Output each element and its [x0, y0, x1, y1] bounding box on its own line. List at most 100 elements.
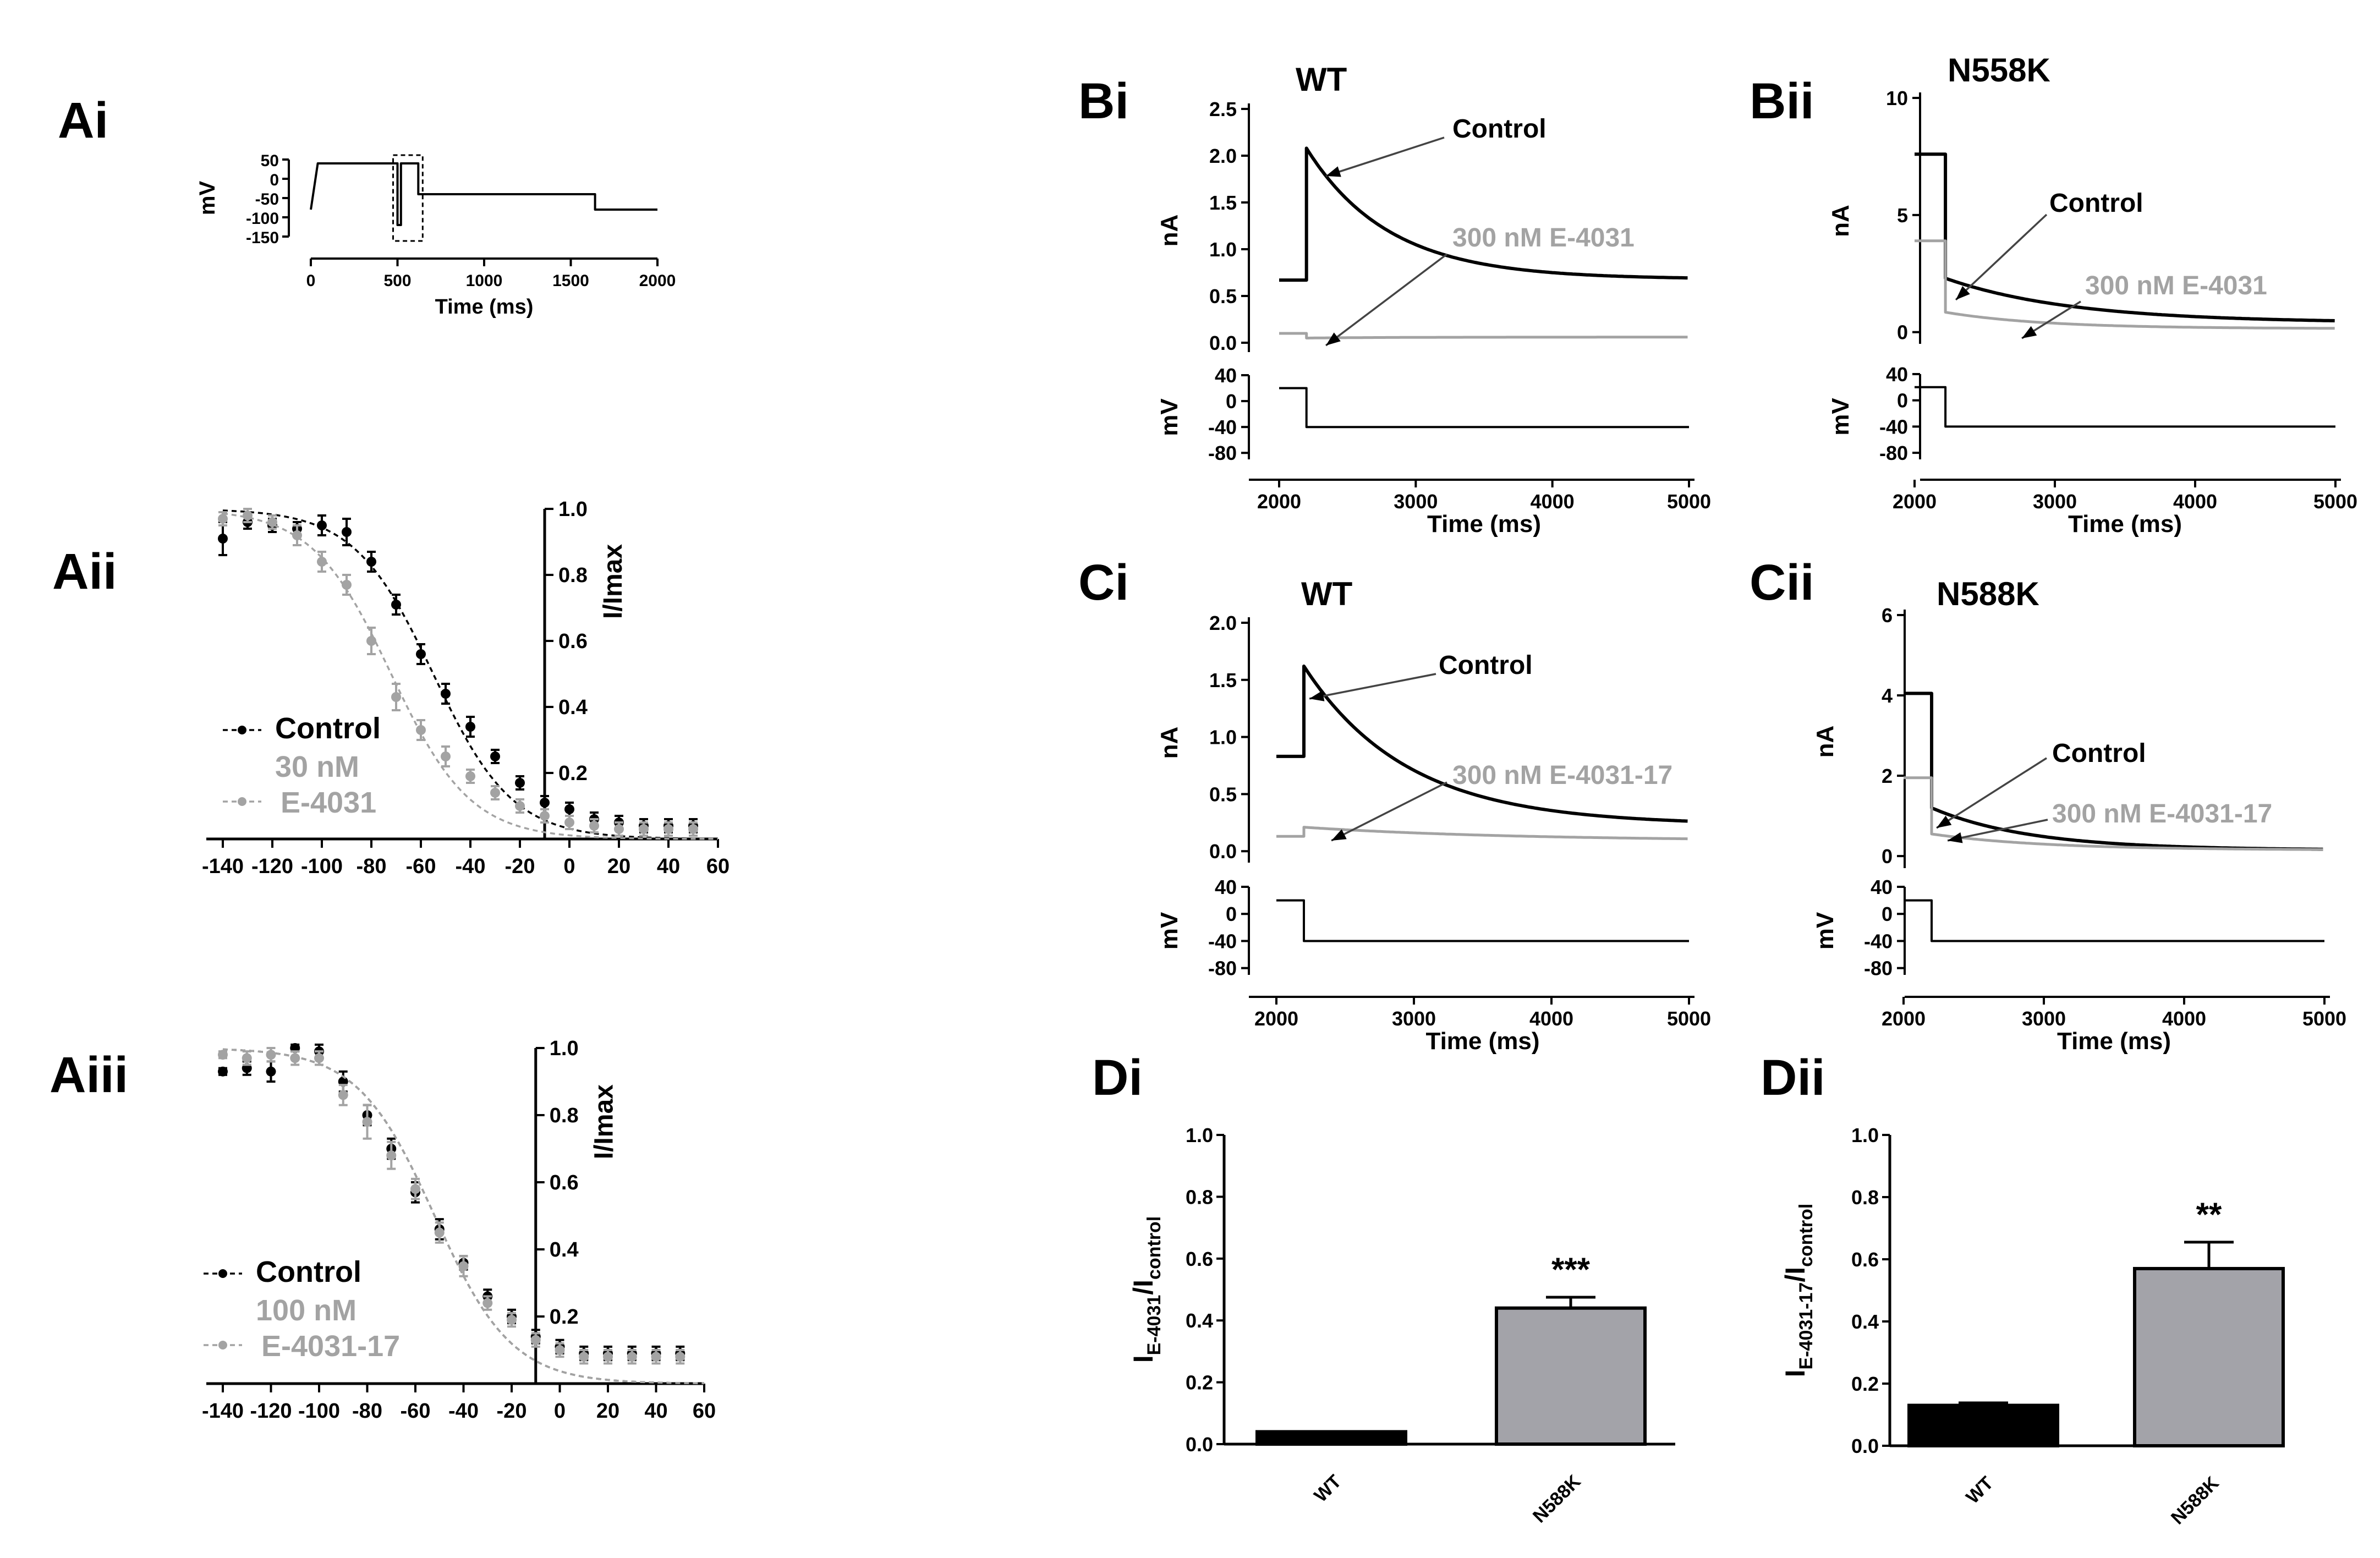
legend-label-drug-1: 100 nM [256, 1294, 357, 1327]
panel-label-aiii: Aiii [50, 1047, 128, 1103]
annotation-control: Control [1439, 651, 1533, 680]
significance-marker: *** [1551, 1251, 1591, 1288]
current-y-tick-label: 0.0 [1209, 332, 1237, 354]
y-tick-label: -50 [255, 190, 279, 209]
x-tick-label: 20 [607, 855, 630, 878]
arrowhead-control [1937, 815, 1952, 828]
x-tick-label: 60 [693, 1400, 716, 1423]
x-tick-label: 0 [554, 1400, 566, 1423]
panel-label-aii: Aii [52, 544, 117, 600]
chart-title: N588K [1937, 575, 2039, 612]
y-tick-label: 0.6 [558, 630, 588, 653]
y-axis-label-part: /I [1780, 1267, 1811, 1282]
arrow-control [1936, 757, 2047, 829]
trace-drug [1276, 826, 1688, 841]
data-point [266, 1050, 276, 1060]
y-tick-label: 1.0 [1186, 1124, 1213, 1146]
x-tick-label: 3000 [2033, 490, 2077, 513]
data-point [540, 798, 550, 808]
data-point [490, 751, 500, 761]
data-point [530, 1335, 541, 1345]
legend: Control 100 nME-4031-17 [204, 1255, 400, 1363]
chart-title: WT [1301, 575, 1352, 612]
x-tick-label: 500 [383, 272, 411, 290]
arrow-drug [1325, 253, 1448, 347]
annotation-control: Control [1452, 114, 1547, 144]
current-y-tick-label: 0.5 [1209, 285, 1237, 308]
data-point [465, 722, 475, 732]
data-point [410, 1184, 420, 1194]
current-y-tick-label: 0 [1882, 845, 1893, 868]
data-point [490, 788, 500, 798]
y-tick-label: 0.4 [1851, 1310, 1879, 1333]
bar-wt [1907, 1403, 2059, 1448]
current-y-tick-label: 4 [1882, 684, 1893, 707]
arrowhead-control [1956, 286, 1970, 300]
arrow-control [1309, 673, 1436, 700]
y-axis-label-subscript: E-4031 [1144, 1295, 1165, 1356]
trace-drug [1279, 332, 1688, 339]
current-y-tick-label: 0 [1897, 321, 1908, 344]
voltage-y-tick-label: -80 [1208, 957, 1237, 980]
y-tick-label: 0.2 [558, 762, 588, 785]
y-tick-label: 0.0 [1851, 1435, 1879, 1457]
y-tick-label: 0 [270, 171, 279, 189]
data-point [366, 557, 376, 567]
y-axis-label-subscript: control [1796, 1204, 1817, 1267]
x-axis-label: Time (ms) [2057, 1028, 2171, 1055]
current-y-tick-label: 2.5 [1209, 98, 1237, 120]
data-point [342, 580, 352, 590]
current-y-tick-label: 6 [1882, 604, 1893, 627]
data-point [651, 1352, 661, 1362]
current-y-tick-label: 1.5 [1209, 669, 1237, 692]
annotation-drug: 300 nM E-4031 [1452, 223, 1635, 253]
x-tick-label: -20 [505, 855, 535, 878]
arrowhead-control [1309, 690, 1325, 701]
arrowhead-control [1326, 166, 1341, 177]
y-tick-label: 50 [261, 152, 279, 170]
current-y-tick-label: 2.0 [1209, 145, 1237, 167]
x-tick-label: 5000 [1667, 490, 1711, 513]
x-tick-label: -120 [251, 855, 293, 878]
voltage-y-tick-label: 40 [1871, 876, 1893, 898]
data-point [317, 557, 327, 567]
panel-label-bii: Bii [1750, 73, 1814, 129]
x-tick-label: 0 [563, 855, 575, 878]
legend: Control 30 nME-4031 [223, 712, 381, 819]
y-axis-label-subscript: control [1144, 1216, 1165, 1280]
trace-control [1276, 664, 1688, 823]
highlight-box [392, 154, 424, 242]
panel-bii-current-chart: N558K 0 5 10 nA 40 0 -40 -80 mV 2000 3000 4000 5000 Ti… [1827, 52, 2357, 537]
current-y-tick-label: 2.0 [1209, 612, 1237, 634]
x-tick-label: 40 [644, 1400, 667, 1423]
x-tick-label: -140 [202, 1400, 244, 1423]
arrow-control [1325, 136, 1445, 177]
arrow-drug [1331, 781, 1447, 842]
current-y-axis-label: nA [1812, 726, 1839, 758]
chart-title: N558K [1948, 52, 2050, 89]
y-tick-label: 0.8 [558, 564, 588, 587]
data-point [688, 824, 698, 834]
y-tick-label: 0.4 [550, 1238, 579, 1261]
y-tick-label: 0.8 [550, 1104, 579, 1127]
data-point [366, 636, 376, 646]
arrowhead-drug [1948, 832, 1963, 843]
data-point [441, 751, 451, 761]
arrowhead-drug [1326, 332, 1341, 345]
y-tick-label: 0.2 [550, 1305, 579, 1329]
panel-label-ci: Ci [1078, 555, 1129, 611]
data-point [416, 649, 426, 659]
arrow-control [1955, 213, 2048, 301]
x-tick-label: -100 [298, 1400, 340, 1423]
voltage-y-tick-label: -80 [1208, 442, 1237, 464]
voltage-y-axis-label: mV [1156, 398, 1183, 436]
data-point [515, 801, 525, 811]
voltage-y-tick-label: 40 [1886, 363, 1908, 386]
annotation-drug: 300 nM E-4031-17 [1452, 761, 1672, 790]
current-y-tick-label: 0.5 [1209, 783, 1237, 805]
voltage-y-tick-label: 40 [1215, 876, 1237, 898]
panel-aiii-activation-chart: -140 -120 -100 -80 -60 -40 -20 0 20 40 60 0.2 0.4 0.6… [202, 1037, 716, 1423]
protocol-trace [310, 162, 657, 226]
